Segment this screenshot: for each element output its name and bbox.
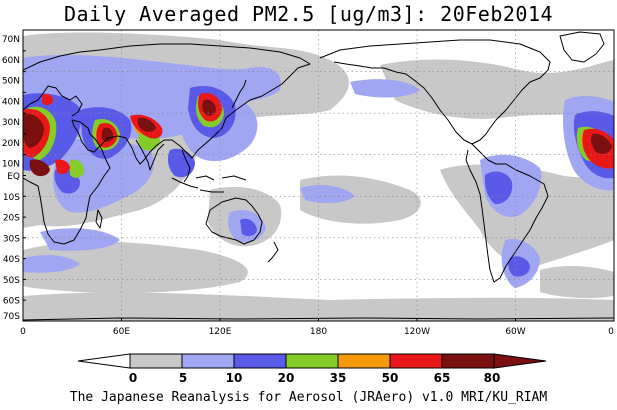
colorbar-swatch-50-65 [337, 353, 391, 369]
lon-label-60e: 60E [113, 327, 130, 337]
longitude-axis: 0 60E 120E 180 120W 60W 0 [20, 318, 615, 337]
lat-label-40s: 40S [3, 255, 20, 265]
lon-label-120e: 120E [209, 327, 232, 337]
colorbar-label-65: 65 [434, 371, 451, 385]
southeast-asia-coastline [181, 149, 191, 183]
colorbar-label-80: 80 [484, 371, 501, 385]
indonesia-islands [171, 175, 247, 193]
latitude-axis: 70N 60N 50N 40N 30N 20N 10N EQ 10S 20S 3… [2, 29, 26, 322]
lat-label-30s: 30S [3, 234, 20, 244]
colorbar-swatch-10-20 [181, 353, 235, 369]
lat-label-20s: 20S [3, 214, 20, 224]
india-coastline [135, 139, 165, 171]
colorbar-label-50: 50 [382, 371, 399, 385]
lat-label-30n: 30N [2, 118, 20, 128]
colorbar-swatch-65-80 [389, 353, 443, 369]
colorbar-label-0: 0 [129, 371, 137, 385]
antarctica-coastline [23, 317, 614, 321]
dataset-credit: The Japanese Reanalysis for Aerosol (JRA… [69, 390, 548, 405]
lat-label-50s: 50S [3, 276, 20, 286]
graticule [23, 30, 614, 321]
colorbar-label-5: 5 [179, 371, 187, 385]
lon-label-60w: 60W [505, 327, 525, 337]
greenland-coastline [559, 31, 605, 63]
lat-label-20n: 20N [2, 139, 20, 149]
lat-label-10s: 10S [3, 193, 20, 203]
new-zealand-coastline [267, 241, 279, 263]
australia-coastline [205, 197, 263, 245]
maroon-areas [23, 99, 612, 177]
colorbar-arrow-max [493, 353, 547, 369]
europe-coastline [23, 85, 83, 117]
concentration-field [23, 32, 614, 321]
lon-label-120w: 120W [404, 327, 430, 337]
lon-label-0-east: 0 [608, 327, 614, 337]
japan-coastline [231, 79, 247, 109]
lat-label-10n: 10N [2, 160, 20, 170]
colorbar-swatch-5-10 [129, 353, 183, 369]
lon-label-180: 180 [310, 327, 327, 337]
lat-label-40n: 40N [2, 97, 20, 107]
eurasia-africa-coastline [23, 43, 311, 245]
south-america-coastline [465, 143, 549, 283]
colorbar-swatch-35-50 [285, 353, 339, 369]
colorbar-swatch-80-plus [441, 353, 495, 369]
lat-label-60n: 60N [2, 56, 20, 66]
lat-label-70n: 70N [2, 35, 20, 45]
lon-label-0-west: 0 [20, 327, 26, 337]
lat-label-50n: 50N [2, 77, 20, 87]
figure-title: Daily Averaged PM2.5 [ug/m3]: 20Feb2014 [63, 2, 554, 26]
coastlines [23, 31, 614, 321]
colorbar: 0 5 10 20 35 50 65 80 [77, 353, 547, 385]
madagascar-coastline [95, 209, 103, 229]
colorbar-swatch-20-35 [233, 353, 287, 369]
lat-label-60s: 60S [3, 297, 20, 307]
colorbar-swatch-0-5 [77, 353, 131, 369]
colorbar-label-20: 20 [278, 371, 295, 385]
colorbar-label-10: 10 [226, 371, 243, 385]
lat-label-eq: EQ [7, 172, 20, 182]
colorbar-label-35: 35 [330, 371, 347, 385]
north-america-coastline [319, 39, 551, 145]
lat-label-70s: 70S [3, 312, 20, 322]
